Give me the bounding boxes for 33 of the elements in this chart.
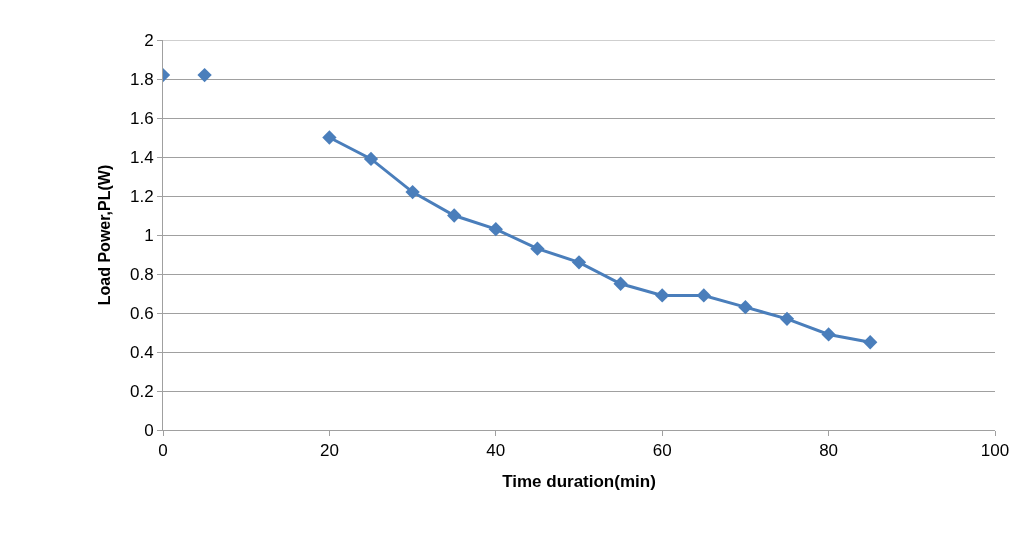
point — [655, 288, 670, 303]
y-tick-label: 0.6 — [129, 303, 154, 323]
point — [363, 151, 379, 167]
y-tick-label: 0.8 — [129, 264, 154, 284]
point — [821, 327, 836, 342]
point — [613, 276, 628, 291]
x-tick-label: 40 — [486, 441, 506, 461]
x-tick-label: 60 — [652, 441, 672, 461]
point — [863, 335, 878, 350]
y-tick-label: 2 — [144, 30, 154, 50]
y-axis-title: Load Power,PL(W) — [95, 164, 113, 306]
point — [405, 184, 420, 200]
point — [738, 300, 753, 315]
point — [696, 288, 711, 303]
x-tick-label: 0 — [158, 441, 168, 461]
x-tick-label: 20 — [319, 441, 339, 461]
y-tick-label: 0 — [144, 420, 154, 440]
y-tick-label: 1.4 — [129, 147, 154, 167]
y-tick-label: 1 — [144, 225, 154, 245]
x-tick-label: 80 — [819, 441, 839, 461]
point — [488, 222, 503, 237]
point — [322, 130, 337, 145]
y-tick-label: 1.8 — [129, 69, 154, 89]
point — [571, 255, 587, 270]
x-tick-label: 100 — [980, 441, 1010, 461]
point — [447, 208, 462, 223]
point — [779, 311, 795, 326]
x-axis-title: Time duration(min) — [502, 471, 656, 491]
y-tick-label: 1.6 — [129, 108, 154, 128]
y-tick-label: 1.2 — [129, 186, 154, 206]
y-tick-label: 0.4 — [129, 342, 154, 362]
point — [530, 241, 545, 256]
y-tick-label: 0.2 — [129, 381, 154, 401]
